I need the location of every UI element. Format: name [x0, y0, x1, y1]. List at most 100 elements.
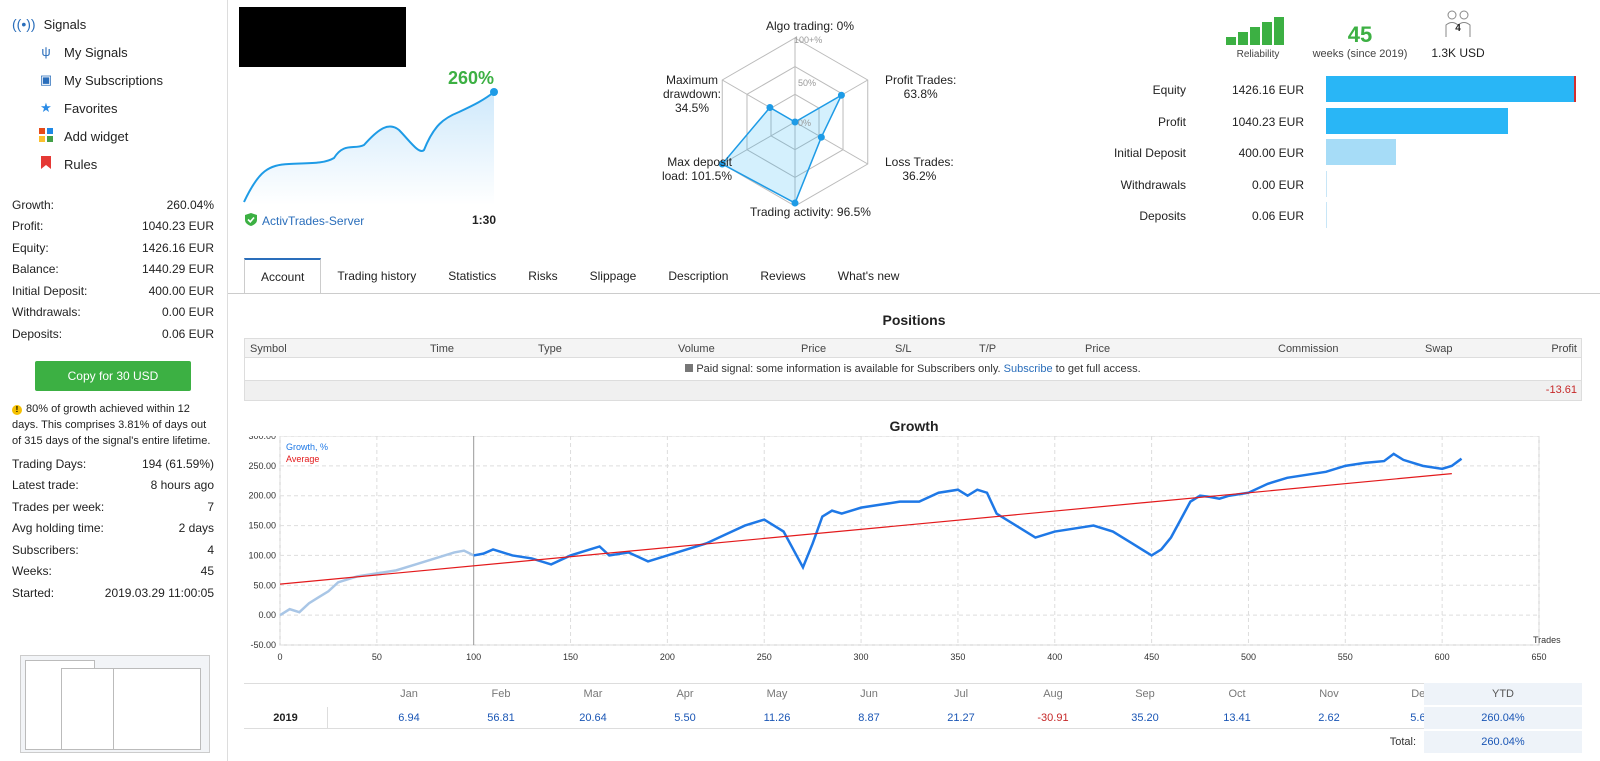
tab-description[interactable]: Description	[668, 269, 729, 283]
stat-trades-per-week: Trades per week: 7	[12, 500, 214, 514]
balance-bar	[1326, 76, 1576, 102]
y-tick-label: 250.00	[248, 461, 276, 471]
star-icon: ★	[40, 100, 52, 115]
radar-point	[718, 160, 726, 168]
mini-growth-chart	[243, 88, 498, 205]
subscribers-icon: 4	[1443, 9, 1473, 39]
y-tick-label: 0.00	[258, 610, 276, 620]
server-name[interactable]: ActivTrades-Server	[262, 214, 365, 228]
tab-reviews[interactable]: Reviews	[760, 269, 806, 283]
growth-title: Growth	[889, 418, 939, 434]
tab-slippage[interactable]: Slippage	[589, 269, 637, 283]
subscribe-link[interactable]: Subscribe	[1003, 363, 1053, 375]
x-tick-label: 0	[277, 652, 282, 662]
month-header: Oct	[1228, 688, 1246, 700]
positions-header: Symbol Time Type Volume Price S/L T/P Pr…	[245, 339, 1581, 358]
monthly-grid	[244, 683, 1582, 729]
col-type: Type	[538, 343, 562, 355]
x-tick-label: 250	[757, 652, 772, 662]
stat-weeks: Weeks: 45	[12, 564, 214, 578]
month-header: Aug	[1043, 688, 1063, 700]
x-tick-label: 100	[466, 652, 481, 662]
month-value: 56.81	[487, 712, 515, 724]
stat-trading-days: Trading Days: 194 (61.59%)	[12, 457, 214, 471]
warning-icon: !	[12, 405, 22, 415]
tab-statistics[interactable]: Statistics	[448, 269, 497, 283]
tab-divider	[228, 293, 1600, 294]
y-tick-label: 150.00	[248, 521, 276, 531]
radar-chart: Algo trading: 0% Profit Trades: 63.8% Lo…	[600, 5, 1020, 230]
nav-item-add-widget[interactable]: Add widget	[38, 128, 128, 144]
plot-area	[279, 435, 1540, 646]
bar-label: Profit	[1157, 114, 1186, 129]
growth-chart: 300.00 250.00 200.00 150.00 100.00 50.00 0.00 -…	[236, 431, 1600, 681]
tab-bar: Account Trading history Statistics Risks…	[244, 258, 915, 294]
terminal-screenshot-thumbnail[interactable]	[20, 655, 210, 753]
y-tick-label: 300.00	[248, 436, 276, 441]
shield-check-icon	[245, 213, 257, 229]
x-tick-label: 650	[1531, 652, 1546, 662]
signals-nav-header[interactable]: ((•)) Signals	[12, 16, 86, 32]
stat-growth: Growth: 260.04%	[12, 198, 214, 212]
nav-item-my-subscriptions[interactable]: ▣ My Subscriptions	[38, 72, 163, 88]
funds-value: 1.3K USD	[1431, 46, 1485, 60]
x-tick-label: 150	[563, 652, 578, 662]
month-value: 6.94	[398, 712, 420, 724]
radar-axis	[722, 121, 796, 165]
balance-bar	[1326, 170, 1327, 197]
bar-value: 0.00 EUR	[1251, 177, 1304, 192]
stat-deposits: Deposits: 0.06 EUR	[12, 327, 214, 341]
leverage-value: 1:30	[472, 213, 497, 227]
subscription-icon: ▣	[39, 72, 53, 87]
nav-item-favorites[interactable]: ★ Favorites	[38, 100, 117, 116]
average-line	[279, 473, 1452, 585]
x-tick-label: 400	[1047, 652, 1062, 662]
bar-label: Deposits	[1139, 209, 1186, 223]
tab-whats-new[interactable]: What's new	[837, 269, 900, 283]
col-tp: T/P	[979, 343, 997, 355]
bar-value: 0.06 EUR	[1251, 209, 1304, 223]
legend-average: Average	[286, 454, 320, 464]
positions-table: Symbol Time Type Volume Price S/L T/P Pr…	[244, 338, 1582, 401]
stat-profit: Profit: 1040.23 EUR	[12, 219, 214, 233]
month-value: -30.91	[1037, 712, 1069, 724]
radar-label-algo: Algo trading: 0%	[765, 19, 855, 33]
col-swap: Swap	[1425, 343, 1453, 355]
bar-label: Initial Deposit	[1113, 146, 1186, 160]
positions-title: Positions	[882, 312, 946, 328]
nav-item-rules[interactable]: Rules	[38, 156, 97, 172]
year-label: 2019	[244, 707, 328, 729]
month-header: Sep	[1135, 688, 1155, 700]
antenna-icon: ψ	[41, 44, 51, 59]
copy-button[interactable]: Copy for 30 USD	[35, 361, 191, 391]
balance-bar	[1326, 139, 1397, 165]
thumb-window	[113, 668, 201, 750]
total-profit-value: -13.61	[1545, 384, 1577, 396]
radar-label-loss-trades: Loss Trades: 36.2%	[885, 155, 954, 183]
tab-account[interactable]: Account	[244, 258, 322, 294]
y-tick-label: -50.00	[250, 640, 276, 650]
growth-note: ! 80% of growth achieved within 12 days. …	[12, 403, 211, 447]
weeks-value: 45	[1347, 22, 1373, 47]
x-axis-label: Trades	[1533, 635, 1561, 645]
nav-item-my-signals[interactable]: ψ My Signals	[38, 44, 127, 60]
month-header: Jun	[860, 688, 878, 700]
growth-chart-svg: 300.00 250.00 200.00 150.00 100.00 50.00 0.00 -…	[248, 431, 1546, 662]
month-header: Mar	[583, 688, 603, 700]
reliability-icon	[1226, 17, 1284, 45]
col-volume: Volume	[678, 343, 715, 355]
radar-point	[766, 104, 774, 112]
radar-tick: 0%	[798, 118, 812, 128]
x-tick-label: 350	[950, 652, 965, 662]
nav-label: Favorites	[64, 100, 118, 116]
month-value: 13.41	[1223, 712, 1251, 724]
mini-growth-value: 260%	[448, 68, 495, 88]
radar-point	[837, 91, 845, 99]
signals-label: Signals	[43, 16, 87, 32]
stat-started: Started: 2019.03.29 11:00:05	[12, 586, 214, 600]
tab-risks[interactable]: Risks	[528, 269, 558, 283]
month-header: Apr	[676, 688, 694, 700]
radar-point	[791, 199, 799, 207]
nav-label: Rules	[64, 156, 98, 172]
tab-trading-history[interactable]: Trading history	[337, 269, 417, 283]
